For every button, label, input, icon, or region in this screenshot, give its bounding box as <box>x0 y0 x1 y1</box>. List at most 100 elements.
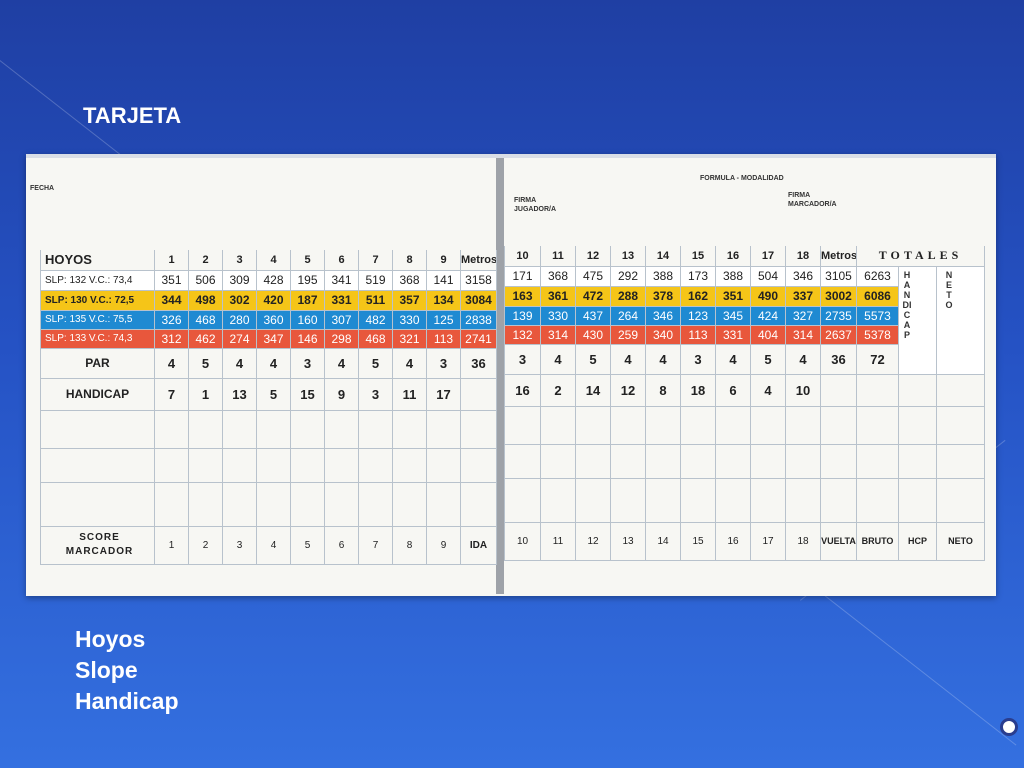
distance-cell: 314 <box>540 324 576 345</box>
distance-total: 3105 <box>820 265 857 287</box>
score-hole-number: 11 <box>540 521 576 561</box>
par-cell: 5 <box>358 347 393 379</box>
handicap-cell: 3 <box>358 377 393 411</box>
firma-jugador-line1: FIRMA <box>514 197 537 204</box>
handicap-cell: 4 <box>750 373 786 407</box>
score-hole-number: 3 <box>222 525 257 565</box>
score-row-empty <box>504 443 986 479</box>
next-slide-button[interactable] <box>1000 718 1018 736</box>
score-row-empty <box>504 477 986 523</box>
distance-cell: 288 <box>610 285 646 307</box>
score-row-empty <box>40 447 497 483</box>
header-row: 10 11 12 13 14 15 16 17 18 Metros TOTALE… <box>504 246 986 267</box>
score-marcador-label: SCORE MARCADOR <box>40 525 155 565</box>
score-hole-number: 12 <box>575 521 611 561</box>
tee-row-white: SLP: 132 V.C.: 73,4 351 506 309 428 195 … <box>40 269 497 291</box>
distance-cell: 132 <box>504 324 541 345</box>
distance-cell: 347 <box>256 328 291 349</box>
bullet-item-hoyos: Hoyos <box>75 626 146 652</box>
handicap-row: 16 2 14 12 8 18 6 4 10 <box>504 373 986 407</box>
ida-label: IDA <box>460 525 497 565</box>
bullet-item-handicap: Handicap <box>75 688 179 714</box>
scorecard-front-nine: FECHA HOYOS 1 2 3 4 5 6 7 8 9 Metros <box>26 154 497 596</box>
distance-cell: 298 <box>324 328 359 349</box>
distance-cell: 346 <box>645 305 681 326</box>
distance-cell: 388 <box>715 265 751 287</box>
hole-number: 12 <box>575 246 611 267</box>
distance-cell: 424 <box>750 305 786 326</box>
distance-cell: 468 <box>188 309 223 330</box>
distance-grand-total: 6263 <box>856 265 899 287</box>
par-cell: 4 <box>222 347 257 379</box>
score-hole-number: 2 <box>188 525 223 565</box>
hole-number: 6 <box>324 250 359 271</box>
score-row-empty <box>504 405 986 445</box>
back-nine-table: 10 11 12 13 14 15 16 17 18 Metros TOTALE… <box>504 246 986 561</box>
totales-label: TOTALES <box>855 246 986 267</box>
firma-jugador-label: FIRMA JUGADOR/A <box>514 196 556 214</box>
hole-number: 5 <box>290 250 325 271</box>
distance-cell: 321 <box>392 328 427 349</box>
score-row-empty <box>40 409 497 449</box>
tee-row-blue: SLP: 135 V.C.: 75,5 326 468 280 360 160 … <box>40 309 497 330</box>
par-cell: 3 <box>426 347 461 379</box>
hole-number: 13 <box>610 246 646 267</box>
fecha-label: FECHA <box>30 185 55 192</box>
distance-cell: 351 <box>715 285 751 307</box>
distance-cell: 163 <box>504 285 541 307</box>
handicap-cell: 9 <box>324 377 359 411</box>
score-marcador-row: 10 11 12 13 14 15 16 17 18 VUELTA BRUTO … <box>504 521 986 561</box>
distance-cell: 195 <box>290 269 325 291</box>
distance-cell: 264 <box>610 305 646 326</box>
distance-total: 3002 <box>820 285 857 307</box>
handicap-vertical-cell <box>898 265 937 375</box>
distance-cell: 162 <box>680 285 716 307</box>
distance-cell: 345 <box>715 305 751 326</box>
distance-cell: 141 <box>426 269 461 291</box>
tee-row-red: 132 314 430 259 340 113 331 404 314 2637… <box>504 324 985 345</box>
distance-cell: 519 <box>358 269 393 291</box>
distance-total: 2735 <box>820 305 857 326</box>
distance-cell: 259 <box>610 324 646 345</box>
distance-cell: 361 <box>540 285 576 307</box>
hole-number: 15 <box>680 246 716 267</box>
distance-cell: 490 <box>750 285 786 307</box>
header-row: HOYOS 1 2 3 4 5 6 7 8 9 Metros <box>40 250 497 271</box>
distance-cell: 428 <box>256 269 291 291</box>
tee-label: SLP: 133 V.C.: 74,3 <box>40 328 155 349</box>
distance-cell: 312 <box>154 328 189 349</box>
par-cell: 4 <box>785 343 821 375</box>
firma-marcador-line2: MARCADOR/A <box>788 201 837 208</box>
neto-label: NETO <box>935 521 986 561</box>
score-hole-number: 16 <box>715 521 751 561</box>
firma-jugador-line2: JUGADOR/A <box>514 206 557 213</box>
distance-total: 2741 <box>460 328 497 349</box>
hole-number: 14 <box>645 246 681 267</box>
tee-row-white: 171 368 475 292 388 173 388 504 346 3105… <box>504 265 986 375</box>
par-grand-total: 72 <box>856 343 899 375</box>
par-cell: 4 <box>540 343 576 375</box>
score-hole-number: 18 <box>785 521 821 561</box>
distance-cell: 368 <box>540 265 576 287</box>
distance-cell: 274 <box>222 328 257 349</box>
distance-cell: 506 <box>188 269 223 291</box>
score-hole-number: 5 <box>290 525 325 565</box>
distance-cell: 388 <box>645 265 681 287</box>
distance-cell: 125 <box>426 309 461 330</box>
par-cell: 5 <box>750 343 786 375</box>
distance-cell: 430 <box>575 324 611 345</box>
tee-label: SLP: 135 V.C.: 75,5 <box>40 309 155 330</box>
distance-grand-total: 5573 <box>856 305 899 326</box>
handicap-cell: 2 <box>540 373 576 407</box>
vuelta-label: VUELTA <box>820 521 857 561</box>
par-cell: 4 <box>154 347 189 379</box>
handicap-vertical-label: HANDICAP <box>902 270 912 340</box>
handicap-cell: 18 <box>680 373 716 407</box>
hole-number: 4 <box>256 250 291 271</box>
tee-row-red: SLP: 133 V.C.: 74,3 312 462 274 347 146 … <box>40 328 497 349</box>
score-hole-number: 15 <box>680 521 716 561</box>
par-cell: 4 <box>392 347 427 379</box>
tee-label: SLP: 130 V.C.: 72,5 <box>40 289 155 311</box>
tee-row-yellow: SLP: 130 V.C.: 72,5 344 498 302 420 187 … <box>40 289 497 311</box>
distance-cell: 378 <box>645 285 681 307</box>
